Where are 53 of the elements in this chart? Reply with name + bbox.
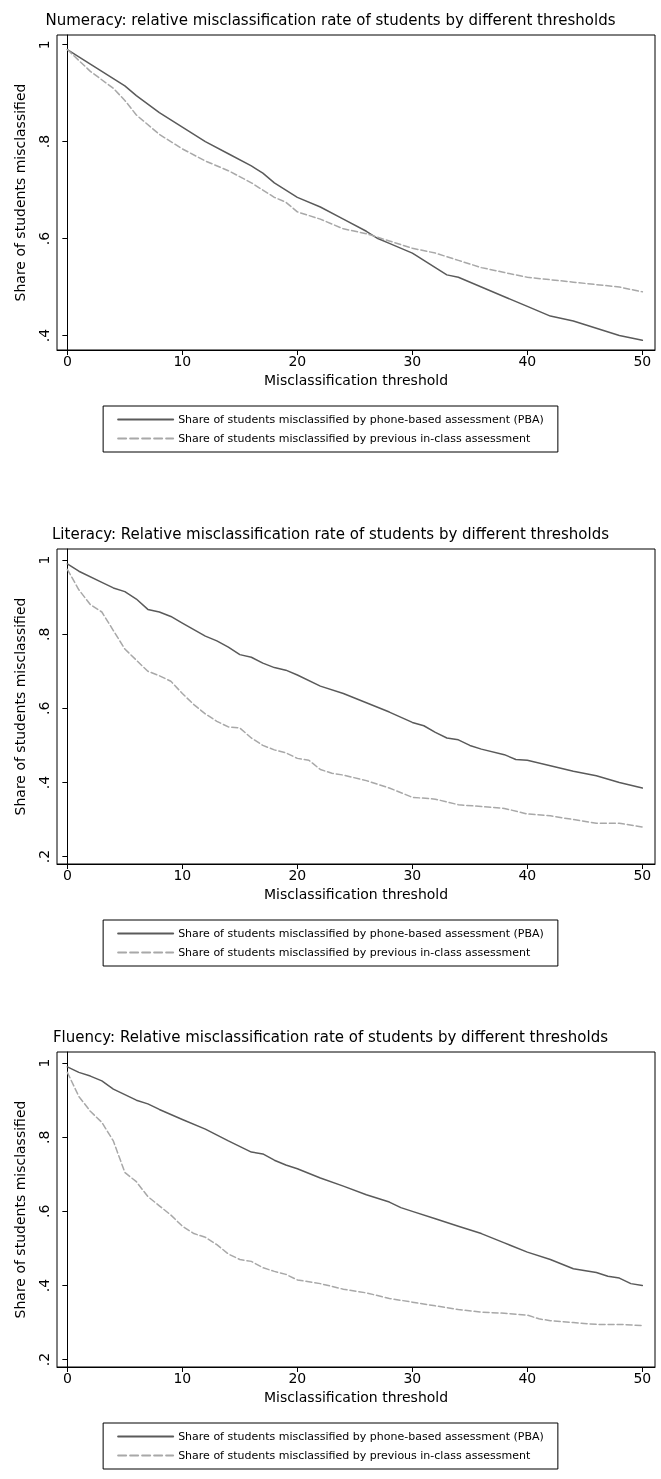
y-tick-label: .6: [36, 1204, 52, 1219]
y-tick-label: .4: [36, 328, 52, 343]
legend-label: Share of students misclassified by previous in-class assessment: [178, 946, 531, 959]
y-tick-label: .4: [36, 775, 52, 790]
legend-label: Share of students misclassified by phone-based assessment (PBA): [178, 1430, 544, 1443]
x-tick-label: 50: [633, 353, 652, 369]
x-tick-label: 10: [173, 1370, 192, 1386]
y-tick-label: .8: [36, 627, 52, 641]
y-tick-label: 1: [36, 40, 52, 50]
line-series: [66, 48, 644, 293]
line-series: [66, 563, 644, 789]
y-tick-label: .8: [36, 134, 52, 149]
legend-label: Share of students misclassified by previous in-class assessment: [178, 1449, 531, 1462]
x-tick-label: 40: [518, 867, 537, 883]
x-tick-label: 50: [633, 1370, 652, 1386]
chart-title: Literacy: Relative misclassification rate of students by different thresholds: [52, 524, 610, 543]
x-tick-label: 20: [288, 353, 307, 369]
y-tick-label: .6: [36, 231, 52, 246]
x-axis-title: Misclassification threshold: [263, 371, 449, 388]
x-tick-label: 20: [288, 1370, 307, 1386]
x-tick-label: 0: [62, 353, 72, 369]
y-tick-label: .2: [36, 849, 52, 864]
y-tick-label: 1: [36, 555, 52, 565]
y-tick-label: 1: [36, 1058, 52, 1068]
line-series: [66, 568, 644, 828]
x-tick-label: 10: [173, 353, 192, 369]
x-tick-label: 30: [403, 353, 422, 369]
x-tick-label: 30: [403, 867, 422, 883]
line-series: [66, 48, 644, 342]
x-tick-label: 30: [403, 1370, 422, 1386]
x-axis-title: Misclassification threshold: [263, 1388, 449, 1405]
line-series: [66, 1071, 644, 1327]
line-series: [66, 1066, 644, 1287]
y-tick-label: .6: [36, 701, 52, 716]
x-tick-label: 0: [62, 867, 72, 883]
legend-label: Share of students misclassified by phone-based assessment (PBA): [178, 927, 544, 940]
x-tick-label: 0: [62, 1370, 72, 1386]
x-axis-title: Misclassification threshold: [263, 885, 449, 902]
y-axis-title: Share of students misclassified: [12, 597, 28, 816]
y-axis-title: Share of students misclassified: [12, 1100, 28, 1319]
x-tick-label: 40: [518, 1370, 537, 1386]
x-tick-label: 20: [288, 867, 307, 883]
chart-title: Fluency: Relative misclassification rate of students by different thresholds: [52, 1027, 609, 1046]
y-axis-title: Share of students misclassified: [12, 83, 28, 302]
y-tick-label: .8: [36, 1130, 52, 1144]
x-tick-label: 50: [633, 867, 652, 883]
chart-title: Numeracy: relative misclassification rate of students by different thresholds: [45, 10, 616, 29]
legend-label: Share of students misclassified by previous in-class assessment: [178, 432, 531, 445]
y-tick-label: .2: [36, 1352, 52, 1367]
legend-label: Share of students misclassified by phone-based assessment (PBA): [178, 413, 544, 426]
x-tick-label: 40: [518, 353, 537, 369]
x-tick-label: 10: [173, 867, 192, 883]
y-tick-label: .4: [36, 1278, 52, 1293]
